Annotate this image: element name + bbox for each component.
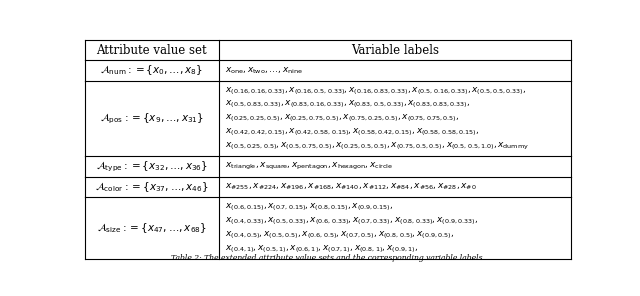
Text: Attribute value set: Attribute value set: [97, 44, 207, 57]
Text: $x_{(0.4,0.5)}, x_{(0.5,0.5)}, x_{(0.6,0.5)}, x_{(0.7,0.5)}, x_{(0.8,0.5)}, x_{(: $x_{(0.4,0.5)}, x_{(0.5,0.5)}, x_{(0.6,0…: [225, 229, 454, 241]
Text: $x_{\mathrm{triangle}}, x_{\mathrm{square}}, x_{\mathrm{pentagon}}, x_{\mathrm{h: $x_{\mathrm{triangle}}, x_{\mathrm{squar…: [225, 161, 393, 172]
Text: $\mathcal{A}_{\mathrm{pos}} := \{x_9, \ldots, x_{31}\}$: $\mathcal{A}_{\mathrm{pos}} := \{x_9, \l…: [100, 111, 204, 126]
Text: $x_{(0.4,0.33)}, x_{(0.5,0.33)}, x_{(0.6,0.33)}, x_{(0.7,0.33)}, x_{(0.8,0.33)},: $x_{(0.4,0.33)}, x_{(0.5,0.33)}, x_{(0.6…: [225, 215, 477, 227]
Text: Variable labels: Variable labels: [351, 44, 439, 57]
Text: $x_{(0.5,0.25,0.5)}, x_{(0.5,0.75,0.5)}, x_{(0.25,0.5,0.5)}, x_{(0.75,0.5,0.5)},: $x_{(0.5,0.25,0.5)}, x_{(0.5,0.75,0.5)},…: [225, 141, 529, 152]
Text: $x_{(0.16,0.16,0.33)}, x_{(0.16,0.5,0.33)}, x_{(0.16,0.83,0.33)}, x_{(0.5,0.16,0: $x_{(0.16,0.16,0.33)}, x_{(0.16,0.5,0.33…: [225, 85, 526, 96]
Text: $x_{(0.5,0.83,0.33)}, x_{(0.83,0.16,0.33)}, x_{(0.83,0.5,0.33)}, x_{(0.83,0.83,0: $x_{(0.5,0.83,0.33)}, x_{(0.83,0.16,0.33…: [225, 99, 470, 110]
Text: $\mathcal{A}_{\mathrm{num}} := \{x_0, \ldots, x_8\}$: $\mathcal{A}_{\mathrm{num}} := \{x_0, \l…: [100, 64, 204, 77]
Text: Table 2: The extended attribute value sets and the corresponding variable labels: Table 2: The extended attribute value se…: [171, 254, 485, 262]
Text: $\mathcal{A}_{\mathrm{type}} := \{x_{32}, \ldots, x_{36}\}$: $\mathcal{A}_{\mathrm{type}} := \{x_{32}…: [96, 159, 208, 174]
Text: $x_{(0.25,0.25,0.5)}, x_{(0.25,0.75,0.5)}, x_{(0.75,0.25,0.5)}, x_{(0.75,0.75,0.: $x_{(0.25,0.25,0.5)}, x_{(0.25,0.75,0.5)…: [225, 112, 459, 124]
Text: $x_{(0.4,1)}, x_{(0.5,1)}, x_{(0.6,1)}, x_{(0.7,1)}, x_{(0.8,1)}, x_{(0.9,1)},$: $x_{(0.4,1)}, x_{(0.5,1)}, x_{(0.6,1)}, …: [225, 243, 417, 255]
Text: $x_{\mathrm{one}}, x_{\mathrm{two}}, \ldots, x_{\mathrm{nine}}$: $x_{\mathrm{one}}, x_{\mathrm{two}}, \ld…: [225, 65, 303, 76]
Text: $x_{(0.6,0.15)}, x_{(0.7,0.15)}, x_{(0.8,0.15)}, x_{(0.9,0.15)},$: $x_{(0.6,0.15)}, x_{(0.7,0.15)}, x_{(0.8…: [225, 201, 393, 213]
Text: $\mathcal{A}_{\mathrm{size}} := \{x_{47}, \ldots, x_{68}\}$: $\mathcal{A}_{\mathrm{size}} := \{x_{47}…: [97, 221, 207, 235]
Text: $x_{(0.42,0.42,0.15)}, x_{(0.42,0.58,0.15)}, x_{(0.58,0.42,0.15)}, x_{(0.58,0.58: $x_{(0.42,0.42,0.15)}, x_{(0.42,0.58,0.1…: [225, 126, 479, 138]
Text: $\mathcal{A}_{\mathrm{color}} := \{x_{37}, \ldots, x_{46}\}$: $\mathcal{A}_{\mathrm{color}} := \{x_{37…: [95, 180, 209, 194]
Text: $x_{\#255}, x_{\#224}, x_{\#196}, x_{\#168}, x_{\#140}, x_{\#112}, x_{\#84}, x_{: $x_{\#255}, x_{\#224}, x_{\#196}, x_{\#1…: [225, 181, 476, 192]
